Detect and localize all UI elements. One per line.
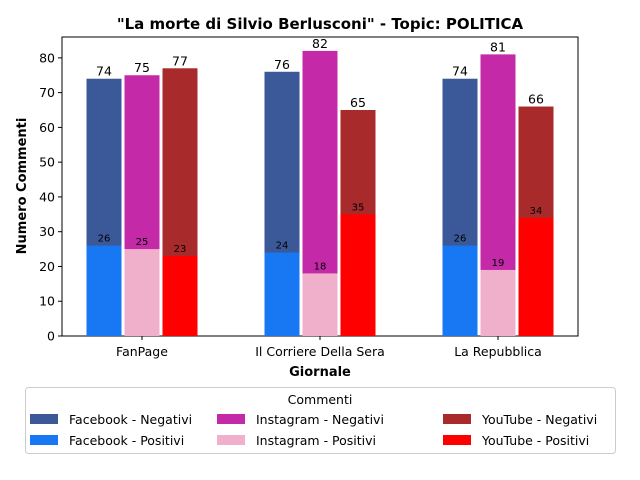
y-tick-label: 20	[39, 259, 55, 274]
y-tick-label: 50	[39, 155, 55, 170]
bar-facebook-positivi	[86, 245, 122, 336]
bar-facebook-positivi	[442, 245, 478, 336]
data-label-total: 75	[134, 60, 150, 75]
legend-swatch-youtube-positivi	[443, 435, 471, 445]
bar-instagram-positivi	[480, 269, 516, 336]
data-label-positivi: 35	[352, 202, 365, 213]
bar-youtube-positivi	[518, 217, 554, 336]
x-tick-label: La Repubblica	[454, 344, 542, 359]
y-tick-label: 70	[39, 85, 55, 100]
data-label-total: 74	[96, 64, 112, 79]
legend-label-facebook-negativi: Facebook - Negativi	[69, 412, 192, 427]
legend-swatch-facebook-negativi	[30, 414, 58, 424]
data-label-total: 74	[452, 64, 468, 79]
plot-area: 0 10 20 30 40 50 60 70 80 FanPage 74 26 75 25 77 23 Il C…	[39, 36, 579, 359]
data-label-positivi: 24	[276, 241, 289, 252]
y-axis-label: Numero Commenti	[15, 118, 30, 255]
data-label-positivi: 19	[492, 258, 505, 269]
legend-label-facebook-positivi: Facebook - Positivi	[69, 433, 184, 448]
legend-label-instagram-negativi: Instagram - Negativi	[256, 412, 384, 427]
data-label-positivi: 18	[314, 261, 327, 272]
data-label-positivi: 34	[530, 206, 543, 217]
y-tick-label: 10	[39, 294, 55, 309]
data-label-total: 65	[350, 95, 366, 110]
x-axis-label: Giornale	[289, 365, 351, 380]
data-label-total: 82	[312, 36, 328, 51]
legend: Commenti Facebook - Negativi Facebook - P…	[25, 387, 616, 454]
legend-swatch-instagram-positivi	[217, 435, 245, 445]
data-label-total: 77	[172, 53, 188, 68]
legend-label-instagram-positivi: Instagram - Positivi	[256, 433, 376, 448]
y-tick-label: 40	[39, 189, 55, 204]
legend-swatch-facebook-positivi	[30, 435, 58, 445]
bar-instagram-positivi	[124, 249, 160, 336]
bar-youtube-positivi	[162, 256, 198, 336]
data-label-total: 66	[528, 92, 544, 107]
legend-title: Commenti	[288, 392, 353, 407]
y-tick-label: 0	[47, 329, 55, 344]
y-tick-label: 80	[39, 50, 55, 65]
legend-swatch-youtube-negativi	[443, 414, 471, 424]
data-label-total: 81	[490, 39, 506, 54]
data-label-positivi: 26	[454, 234, 467, 245]
bar-youtube-positivi	[340, 214, 376, 336]
bar-facebook-positivi	[264, 252, 300, 336]
data-label-positivi: 25	[136, 237, 149, 248]
bar-instagram-positivi	[302, 273, 338, 336]
x-tick-label: FanPage	[116, 344, 168, 359]
legend-label-youtube-positivi: YouTube - Positivi	[481, 433, 589, 448]
x-tick-label: Il Corriere Della Sera	[255, 344, 385, 359]
data-label-positivi: 23	[174, 244, 187, 255]
legend-label-youtube-negativi: YouTube - Negativi	[481, 412, 597, 427]
legend-swatch-instagram-negativi	[217, 414, 245, 424]
y-tick-label: 30	[39, 224, 55, 239]
y-tick-label: 60	[39, 120, 55, 135]
data-label-total: 76	[274, 57, 290, 72]
data-label-positivi: 26	[98, 234, 111, 245]
chart-title: "La morte di Silvio Berlusconi" - Topic:…	[117, 15, 524, 33]
